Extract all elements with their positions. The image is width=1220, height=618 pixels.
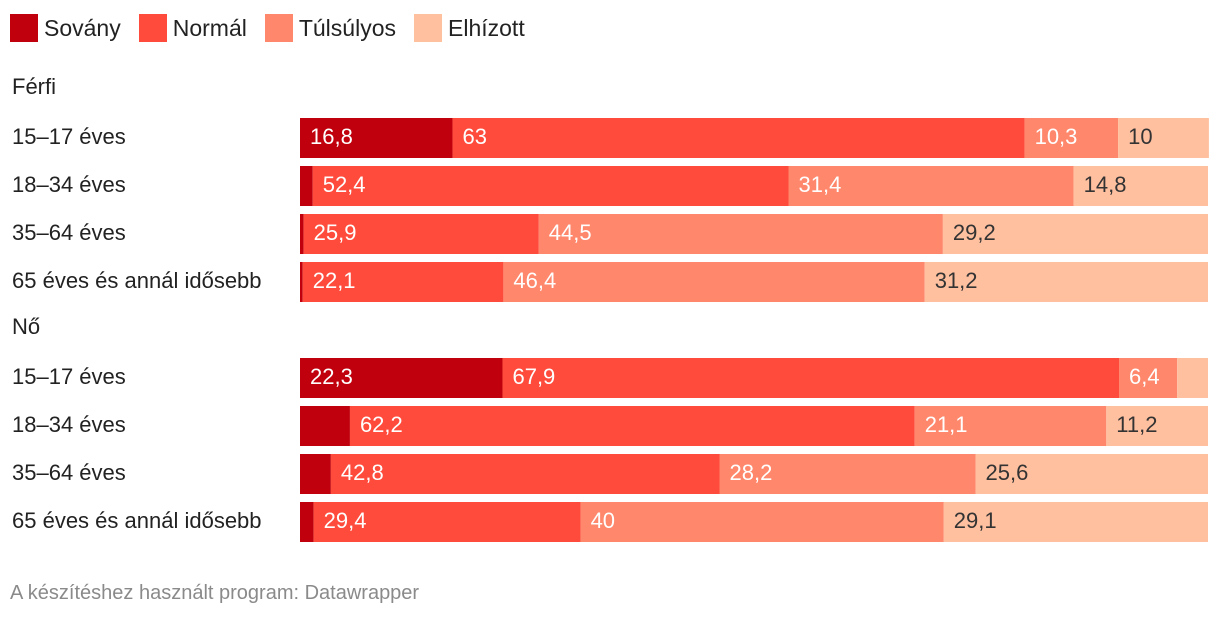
data-label: 29,2 xyxy=(953,220,996,245)
data-label: 10 xyxy=(1128,124,1152,149)
bar-segment xyxy=(580,502,944,542)
bar-segment xyxy=(719,454,976,494)
legend-swatch xyxy=(10,14,38,42)
legend-swatch xyxy=(264,14,293,42)
stacked-bar-chart: Férfi 15–17 éves 16,8 63 10,3 10 18–34 éves 52,… xyxy=(12,74,1209,542)
bar-segment xyxy=(914,406,1107,446)
row-label: 65 éves és annál idősebb xyxy=(12,508,262,533)
legend-label: Normál xyxy=(172,14,247,41)
data-label: 31,2 xyxy=(935,268,978,293)
legend-label: Sovány xyxy=(44,14,121,41)
legend-item: Normál xyxy=(138,14,247,42)
data-label: 28,2 xyxy=(729,460,772,485)
bar-segment xyxy=(502,358,1120,398)
bar-segment xyxy=(302,262,504,302)
legend-item: Túlsúlyos xyxy=(264,14,396,42)
data-label: 29,4 xyxy=(324,508,367,533)
row-label: 35–64 éves xyxy=(12,220,126,245)
legend: Sovány Normál Túlsúlyos Elhízott xyxy=(10,12,543,44)
data-label: 22,3 xyxy=(310,364,353,389)
bar-segment xyxy=(300,118,453,158)
footer-credit: A készítéshez használt program: Datawrap… xyxy=(10,582,420,604)
data-label: 31,4 xyxy=(799,172,842,197)
data-label: 46,4 xyxy=(513,268,556,293)
bar-segment xyxy=(788,166,1074,206)
bar-segment xyxy=(1177,358,1208,398)
bar-segment xyxy=(452,118,1025,158)
bar-segment xyxy=(942,214,1208,254)
bar-segment xyxy=(538,214,943,254)
bar-segment xyxy=(503,262,925,302)
data-label: 25,9 xyxy=(314,220,357,245)
group-label: Nő xyxy=(12,314,40,339)
legend-label: Elhízott xyxy=(448,14,525,41)
data-label: 67,9 xyxy=(512,364,555,389)
row-label: 65 éves és annál idősebb xyxy=(12,268,262,293)
row-label: 18–34 éves xyxy=(12,412,126,437)
bar-segment xyxy=(313,502,581,542)
bar-segment xyxy=(300,262,303,302)
bar-segment xyxy=(330,454,720,494)
bar-segment xyxy=(300,454,331,494)
bar-segment xyxy=(924,262,1208,302)
data-label: 25,6 xyxy=(986,460,1029,485)
bar-segment xyxy=(312,166,789,206)
data-label: 44,5 xyxy=(549,220,592,245)
data-label: 6,4 xyxy=(1129,364,1160,389)
data-label: 63 xyxy=(463,124,487,149)
row-label: 15–17 éves xyxy=(12,364,126,389)
bar-segment xyxy=(1106,406,1208,446)
data-label: 14,8 xyxy=(1084,172,1127,197)
bar-segment xyxy=(1073,166,1208,206)
bar-segment xyxy=(1119,358,1178,398)
bar-segment xyxy=(300,166,313,206)
bar-segment xyxy=(303,214,539,254)
legend-item: Sovány xyxy=(10,14,121,42)
bar-segment xyxy=(300,406,350,446)
row-label: 15–17 éves xyxy=(12,124,126,149)
bar-segment xyxy=(1118,118,1209,158)
legend-swatch xyxy=(138,14,167,42)
legend-swatch xyxy=(414,14,442,42)
data-label: 10,3 xyxy=(1035,124,1078,149)
data-label: 42,8 xyxy=(341,460,384,485)
legend-label: Túlsúlyos xyxy=(298,14,396,41)
bar-segment xyxy=(300,502,314,542)
data-label: 29,1 xyxy=(954,508,997,533)
bar-segment xyxy=(300,214,304,254)
data-label: 62,2 xyxy=(360,412,403,437)
data-label: 16,8 xyxy=(310,124,353,149)
data-label: 21,1 xyxy=(925,412,968,437)
data-label: 52,4 xyxy=(323,172,366,197)
group-label: Férfi xyxy=(12,74,56,99)
data-label: 22,1 xyxy=(313,268,356,293)
bar-segment xyxy=(349,406,915,446)
data-label: 40 xyxy=(591,508,615,533)
bar-segment xyxy=(1024,118,1119,158)
data-label: 11,2 xyxy=(1116,412,1157,437)
row-label: 18–34 éves xyxy=(12,172,126,197)
bar-segment xyxy=(300,358,503,398)
bar-segment xyxy=(943,502,1208,542)
legend-item: Elhízott xyxy=(414,14,525,42)
row-label: 35–64 éves xyxy=(12,460,126,485)
bar-segment xyxy=(975,454,1208,494)
